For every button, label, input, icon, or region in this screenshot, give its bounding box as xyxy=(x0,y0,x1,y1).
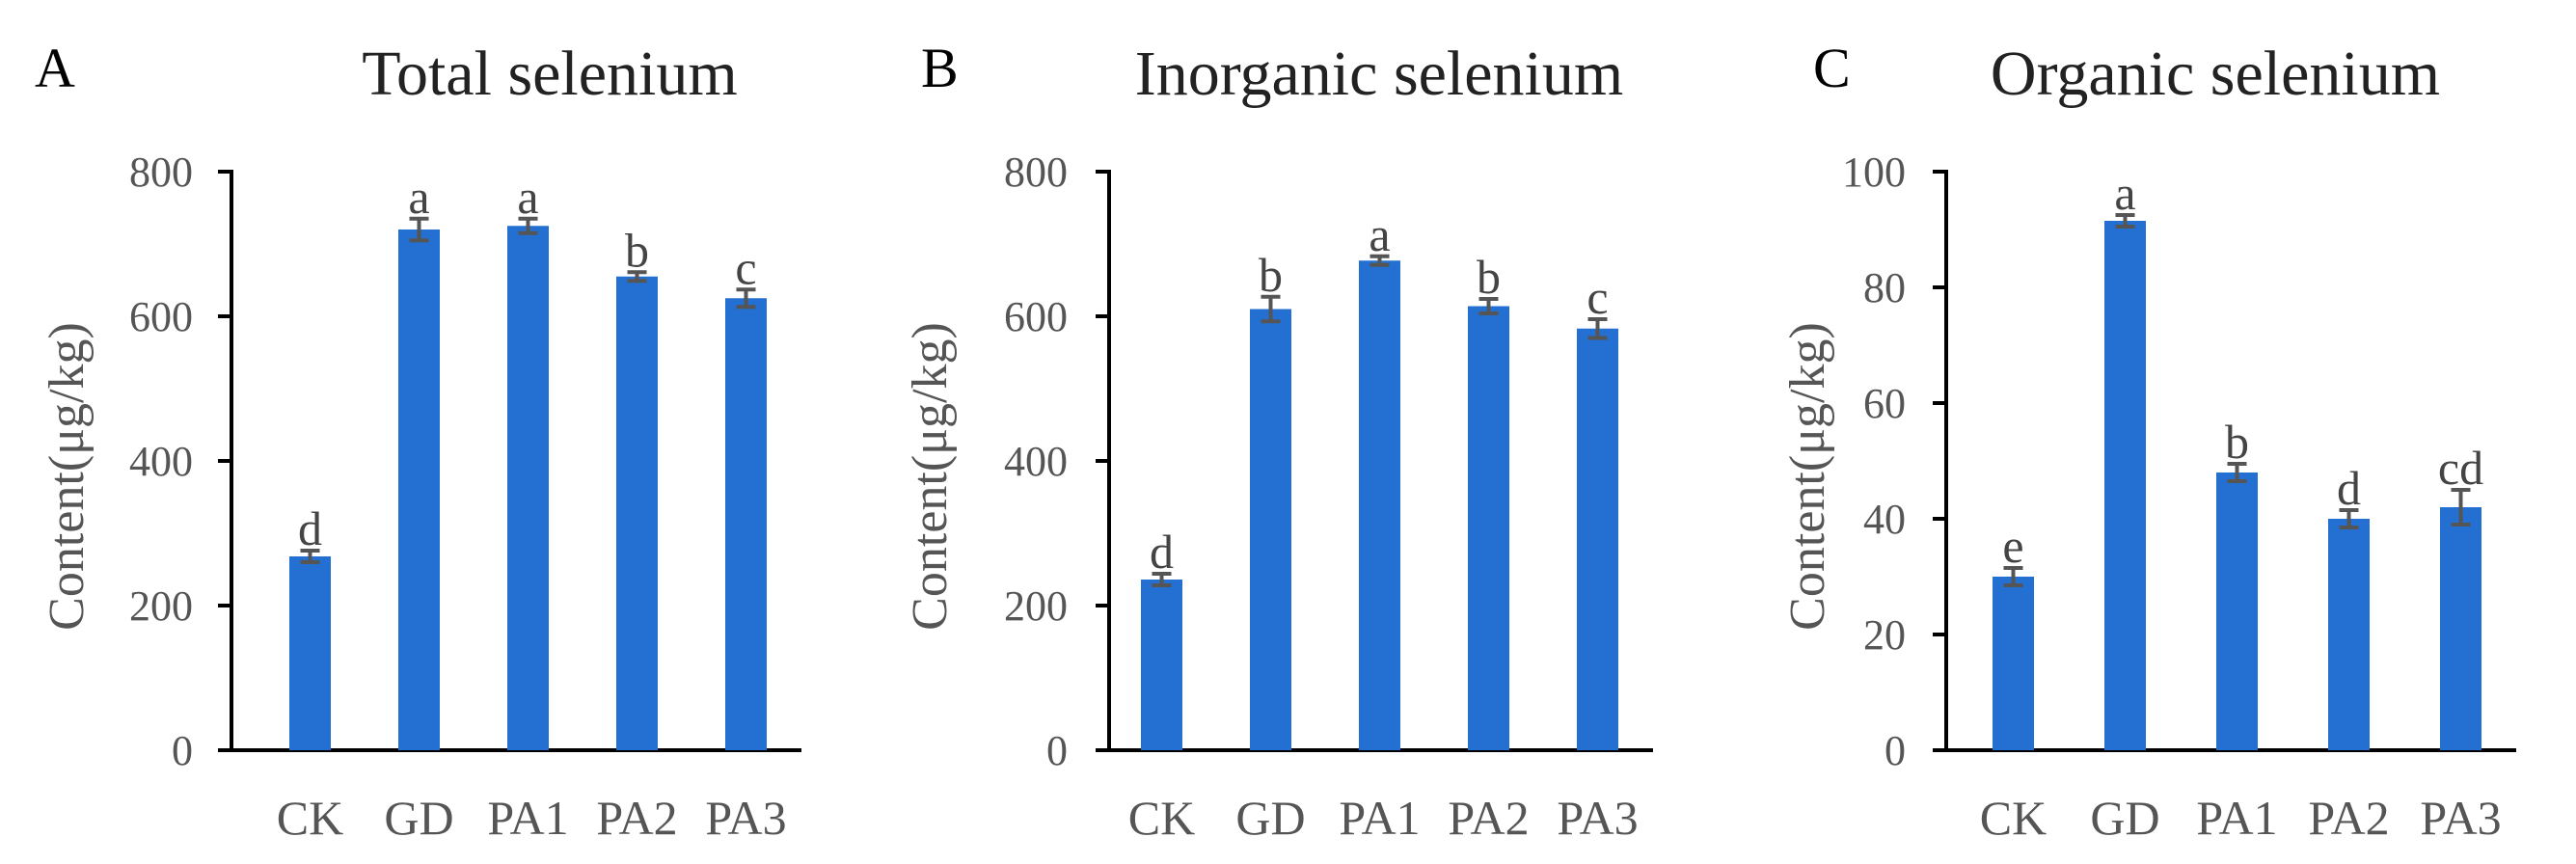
panel-b-bar-pa2 xyxy=(1468,306,1509,750)
panel-a-y-tick-label: 600 xyxy=(129,293,193,340)
panel-b-significance-ck: d xyxy=(1150,525,1174,579)
panel-b-y-axis-title: Content(μg/kg) xyxy=(903,322,958,631)
panel-c-significance-pa3: cd xyxy=(2438,441,2483,495)
panel-c-category-label-gd: GD xyxy=(2090,791,2159,845)
panel-a: A Total selenium Content(μg/kg) 0 200 400 600 8… xyxy=(35,37,801,845)
panel-b-y-tick-label: 400 xyxy=(1004,438,1068,485)
panel-b-y-tick-label: 0 xyxy=(1046,727,1068,774)
panel-a-significance-gd: a xyxy=(408,170,429,224)
panel-b-y-tick-label: 800 xyxy=(1004,148,1068,196)
panel-a-bar-ck xyxy=(289,556,331,750)
panel-a-bar-pa1 xyxy=(507,226,549,750)
panel-b-bar-gd xyxy=(1250,309,1291,750)
panel-a-bar-gd xyxy=(398,230,440,750)
panel-a-significance-ck: d xyxy=(298,501,322,555)
panel-a-significance-pa2: b xyxy=(625,223,649,277)
panel-c-y-tick-label: 20 xyxy=(1863,611,1906,659)
panel-c: C Organic selenium Content(μg/kg) 0 20 40 60 80… xyxy=(1780,37,2516,845)
panel-c-y-tick-label: 60 xyxy=(1863,380,1906,427)
panel-b-letter: B xyxy=(921,37,959,99)
panel-a-title: Total selenium xyxy=(362,39,737,109)
panel-a-bar-pa2 xyxy=(616,276,658,750)
panel-b-significance-gd: b xyxy=(1259,248,1283,302)
panel-c-category-label-pa3: PA3 xyxy=(2420,791,2501,845)
panel-c-y-axis-title: Content(μg/kg) xyxy=(1780,322,1835,631)
panel-c-y-tick-label: 80 xyxy=(1863,264,1906,311)
panel-a-bar-pa3 xyxy=(725,298,767,750)
panel-c-bar-pa3 xyxy=(2440,507,2481,750)
panel-b-y-tick-label: 600 xyxy=(1004,293,1068,340)
panel-c-letter: C xyxy=(1813,37,1851,99)
panel-c-category-label-pa2: PA2 xyxy=(2308,791,2389,845)
panel-a-category-label-pa1: PA1 xyxy=(487,791,568,845)
panel-a-y-tick-label: 800 xyxy=(129,148,193,196)
panel-a-y-tick-label: 200 xyxy=(129,582,193,630)
panel-c-y-tick-label: 40 xyxy=(1863,496,1906,543)
panel-a-y-tick-label: 400 xyxy=(129,438,193,485)
panel-a-y-tick-label: 0 xyxy=(172,727,193,774)
panel-b-significance-pa3: c xyxy=(1586,270,1608,324)
panel-c-significance-ck: e xyxy=(2002,519,2023,573)
panel-a-letter: A xyxy=(35,37,75,99)
panel-a-category-label-ck: CK xyxy=(277,791,343,845)
panel-b-category-label-ck: CK xyxy=(1128,791,1195,845)
panel-c-bar-pa2 xyxy=(2328,519,2370,750)
panel-c-y-tick-label: 0 xyxy=(1885,727,1906,774)
panel-c-y-tick-label: 100 xyxy=(1842,148,1906,196)
panel-c-category-label-pa1: PA1 xyxy=(2196,791,2277,845)
panel-b: B Inorganic selenium Content(μg/kg) 0 200 400… xyxy=(903,37,1653,845)
panel-a-y-axis-title: Content(μg/kg) xyxy=(40,322,95,631)
panel-b-y-tick-label: 200 xyxy=(1004,582,1068,630)
panel-a-significance-pa3: c xyxy=(735,240,756,294)
panel-b-title: Inorganic selenium xyxy=(1135,39,1623,109)
panel-c-bar-ck xyxy=(1993,577,2034,750)
panel-b-category-label-gd: GD xyxy=(1235,791,1305,845)
panel-a-category-label-pa3: PA3 xyxy=(705,791,786,845)
panel-a-category-label-gd: GD xyxy=(384,791,453,845)
panel-c-title: Organic selenium xyxy=(1991,39,2440,109)
panel-b-category-label-pa2: PA2 xyxy=(1448,791,1529,845)
panel-b-category-label-pa1: PA1 xyxy=(1339,791,1420,845)
panel-c-bar-pa1 xyxy=(2216,472,2258,750)
panel-b-bar-ck xyxy=(1141,580,1182,750)
panel-c-category-label-ck: CK xyxy=(1980,791,2047,845)
panel-b-bar-pa1 xyxy=(1359,260,1400,750)
panel-b-bar-pa3 xyxy=(1577,328,1618,750)
panel-b-significance-pa1: a xyxy=(1369,207,1390,261)
panel-c-bar-gd xyxy=(2104,221,2146,750)
panel-a-category-label-pa2: PA2 xyxy=(596,791,677,845)
panel-b-category-label-pa3: PA3 xyxy=(1557,791,1638,845)
panel-c-significance-gd: a xyxy=(2114,166,2135,220)
panel-c-significance-pa2: d xyxy=(2337,461,2361,515)
panel-c-significance-pa1: b xyxy=(2225,415,2249,469)
panel-a-significance-pa1: a xyxy=(517,170,538,224)
panel-b-significance-pa2: b xyxy=(1477,250,1501,304)
